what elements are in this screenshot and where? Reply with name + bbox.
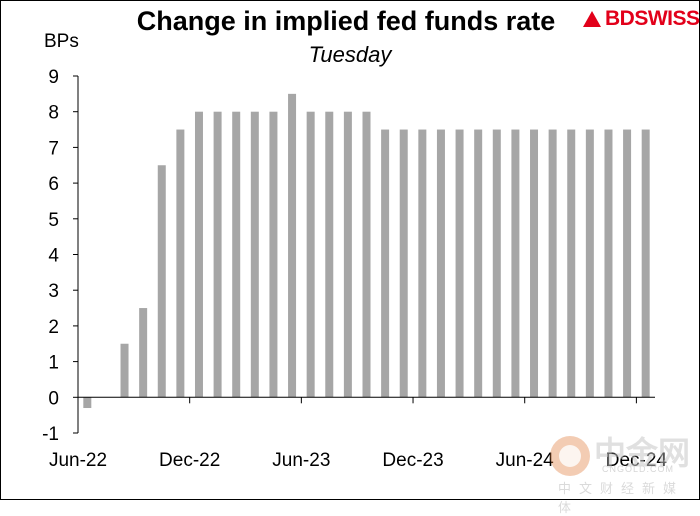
bar: [436, 129, 445, 398]
bar: [269, 111, 278, 398]
x-tick-label: Dec-23: [382, 450, 443, 471]
x-tick-label: Jun-24: [496, 450, 555, 471]
y-axis-unit-label: BPs: [44, 31, 79, 52]
bdswiss-logo: BDSWISS: [583, 6, 700, 32]
bar: [120, 343, 129, 398]
bar: [511, 129, 520, 398]
x-tick-label: Jun-22: [49, 450, 107, 471]
bar: [585, 129, 594, 398]
bar: [623, 129, 632, 398]
bar: [83, 397, 92, 409]
bar: [194, 111, 203, 398]
chart-subtitle: Tuesday: [308, 42, 392, 67]
bar: [567, 129, 576, 398]
y-tick-label: 1: [48, 353, 59, 374]
logo-text: BDSWISS: [605, 7, 700, 30]
y-tick-label: 2: [48, 317, 59, 338]
watermark-text: 中金网: [594, 435, 691, 471]
chart-plot: -1 0 1 2 3 4 5 6 7 8 9 Jun-22 Dec-22 Jun-23 Dec-23 Jun-…: [42, 67, 668, 471]
chart-title: Change in implied fed funds rate: [136, 6, 556, 36]
x-tick-label: Jun-23: [272, 450, 330, 471]
y-tick-label: 4: [48, 246, 59, 267]
bar: [418, 129, 427, 398]
bar: [604, 129, 613, 398]
bar: [250, 111, 259, 398]
bar: [306, 111, 315, 398]
bar: [530, 129, 539, 398]
bar: [288, 93, 297, 398]
bar: [157, 165, 166, 398]
bar: [176, 129, 185, 398]
bar: [343, 111, 352, 398]
bar: [474, 129, 483, 398]
watermark-subtext: CNGOLD.COM: [602, 464, 675, 474]
bar: [548, 129, 557, 398]
watermark-caption: 中文财经新媒体: [558, 481, 685, 515]
bar: [362, 111, 371, 398]
x-tick-label: Dec-22: [159, 450, 220, 471]
y-tick-label: 3: [48, 281, 59, 302]
watermark-logo-icon: [550, 436, 590, 476]
bar: [455, 129, 464, 398]
y-tick-label: 9: [48, 67, 59, 88]
bar: [232, 111, 241, 398]
bar: [213, 111, 222, 398]
y-tick-label: 5: [48, 210, 59, 231]
y-tick-label: 8: [48, 103, 59, 124]
bar: [325, 111, 334, 398]
y-tick-label: 7: [48, 138, 59, 159]
watermark: 中金网 CNGOLD.COM 中文财经新媒体: [548, 424, 698, 515]
logo-triangle-icon: [583, 11, 601, 27]
bar: [492, 129, 501, 398]
bar: [641, 129, 650, 398]
bar: [399, 129, 408, 398]
bar: [381, 129, 390, 398]
bar: [139, 308, 148, 398]
y-tick-label: -1: [42, 424, 59, 445]
y-tick-label: 6: [48, 174, 59, 195]
x-tick-label: Dec-24: [606, 450, 668, 471]
y-tick-label: 0: [48, 388, 59, 409]
